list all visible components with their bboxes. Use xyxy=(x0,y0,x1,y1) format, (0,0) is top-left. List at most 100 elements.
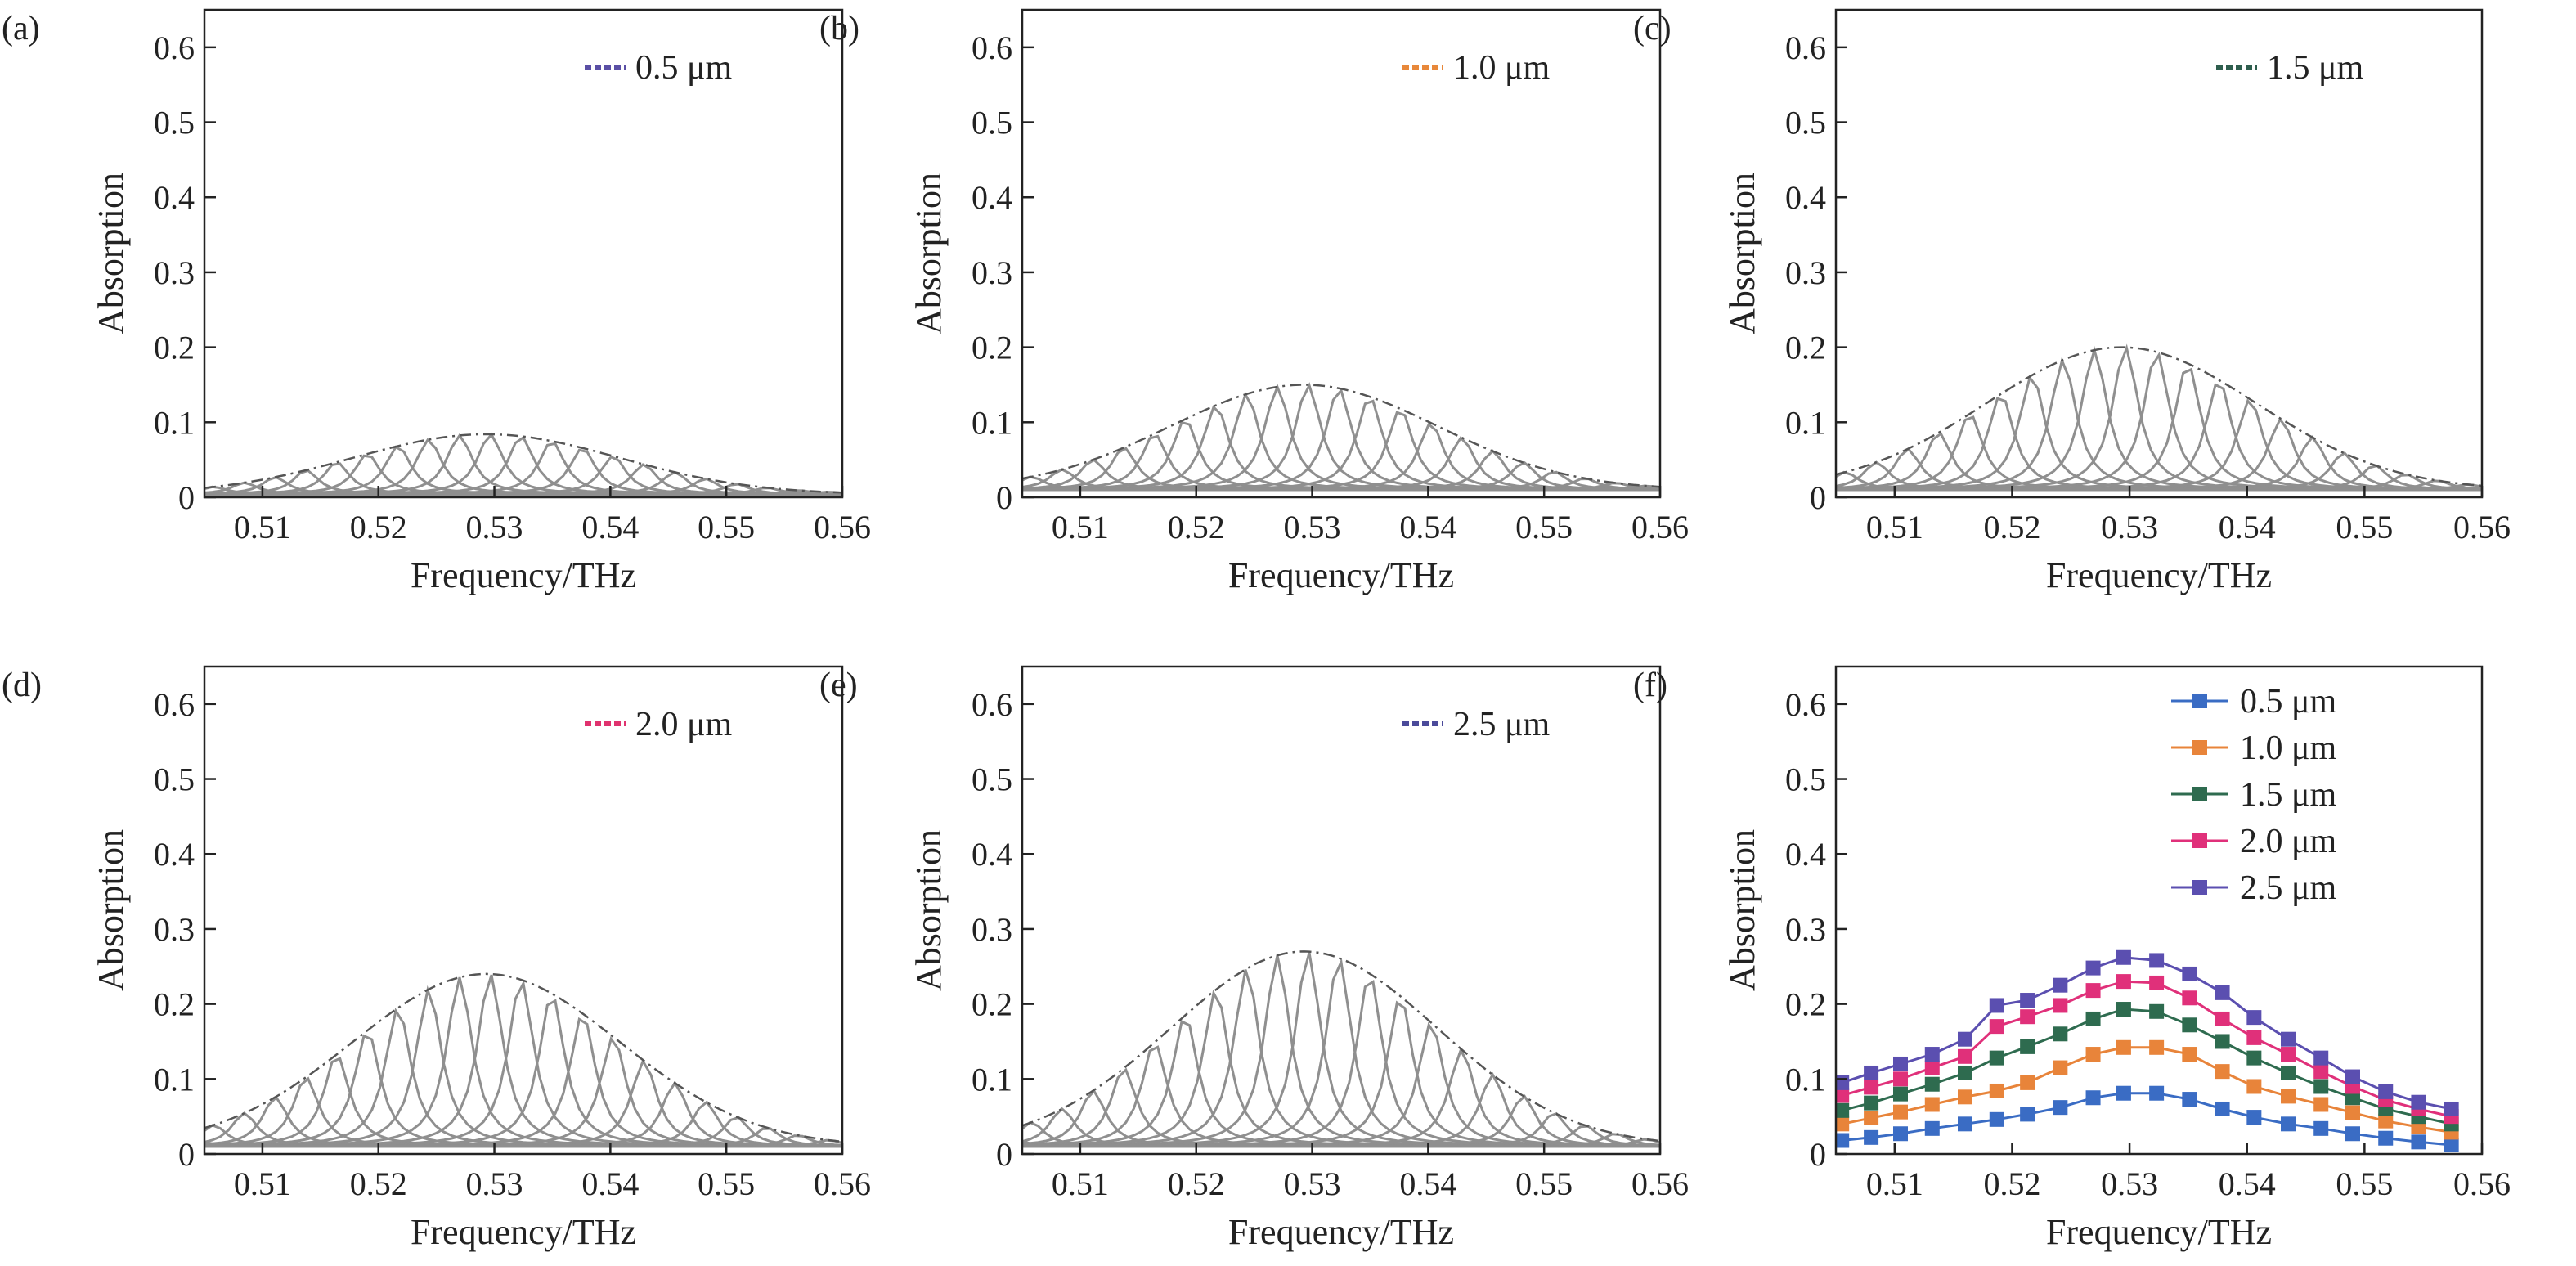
data-point xyxy=(1924,1097,1940,1112)
y-tick-label: 0.4 xyxy=(1785,179,1826,216)
y-tick-label: 0.1 xyxy=(154,404,195,441)
y-axis-label: Absorption xyxy=(909,829,949,991)
panel-a: 0.51 0.52 0.53 0.54 0.55 0.56 0 0.1 0.2 0.3 0.4 0.5… xyxy=(2,8,871,595)
panel-tag: (a) xyxy=(2,10,40,47)
y-tick-label: 0.4 xyxy=(1785,836,1826,873)
x-tick-label: 0.52 xyxy=(1983,1165,2040,1202)
resonance-curve xyxy=(1836,415,2482,492)
x-tick-label: 0.55 xyxy=(698,509,755,545)
y-tick-label: 0.5 xyxy=(1785,105,1826,141)
resonance-curve xyxy=(1022,420,1660,492)
x-axis-label: Frequency/THz xyxy=(2046,555,2272,595)
data-point xyxy=(1958,1116,1972,1132)
data-point xyxy=(2246,1079,2262,1094)
legend-marker xyxy=(2192,880,2207,895)
data-point xyxy=(1836,1116,1850,1132)
data-point xyxy=(2345,1090,2360,1106)
y-tick-label: 0 xyxy=(996,479,1012,516)
data-point xyxy=(1958,1031,1972,1047)
y-tick-label: 0.2 xyxy=(972,986,1012,1023)
x-tick-label: 0.54 xyxy=(581,1165,639,1202)
data-point xyxy=(2053,1100,2068,1116)
data-point xyxy=(2182,990,2197,1006)
data-point xyxy=(2149,1039,2165,1055)
resonance-curve xyxy=(1022,484,1660,492)
panel-b: 0.51 0.52 0.53 0.54 0.55 0.56 0 0.1 0.2 0.3 0.4 0.5… xyxy=(819,8,1689,595)
plot-area xyxy=(1836,950,2459,1152)
data-point xyxy=(2182,1017,2197,1033)
data-point xyxy=(2444,1101,2459,1116)
x-tick-label: 0.52 xyxy=(350,509,407,545)
plot-area xyxy=(204,972,842,1148)
data-point xyxy=(1924,1047,1940,1062)
legend-marker xyxy=(2192,833,2207,848)
envelope-curve xyxy=(204,972,842,1143)
y-tick-label: 0.5 xyxy=(154,105,195,141)
legend-label: 1.0 μm xyxy=(2240,730,2337,767)
panel-tag: (e) xyxy=(819,667,858,704)
y-tick-label: 0.3 xyxy=(972,911,1012,948)
data-point xyxy=(2281,1116,2296,1132)
legend-label: 2.0 μm xyxy=(635,706,733,743)
y-tick-label: 0.2 xyxy=(972,330,1012,366)
y-tick-label: 0.6 xyxy=(972,686,1012,723)
x-tick-label: 0.56 xyxy=(814,1165,871,1202)
plot-area xyxy=(1022,382,1660,492)
data-point xyxy=(2246,1030,2262,1045)
data-point xyxy=(1864,1110,1879,1125)
x-tick-label: 0.56 xyxy=(2453,509,2511,545)
y-tick-label: 0.3 xyxy=(1785,911,1826,948)
data-point xyxy=(2345,1069,2360,1084)
y-tick-label: 0 xyxy=(1810,479,1826,516)
y-tick-label: 0.5 xyxy=(154,761,195,798)
x-tick-label: 0.53 xyxy=(466,509,523,545)
data-point xyxy=(2085,1047,2101,1062)
series-1 xyxy=(1836,1039,2459,1140)
y-tick-label: 0.1 xyxy=(1785,1061,1826,1098)
resonance-curve xyxy=(204,1035,842,1148)
data-point xyxy=(1989,1111,2004,1127)
data-point xyxy=(2281,1031,2296,1047)
data-point xyxy=(2215,1064,2230,1080)
data-point xyxy=(2020,1107,2035,1122)
y-tick-label: 0.2 xyxy=(154,986,195,1023)
y-tick-label: 0.6 xyxy=(154,29,195,66)
plot-area xyxy=(1022,950,1660,1148)
data-point xyxy=(2215,1101,2230,1116)
y-tick-label: 0.4 xyxy=(972,836,1012,873)
y-tick-label: 0.6 xyxy=(1785,686,1826,723)
data-point xyxy=(1958,1048,1972,1064)
x-tick-label: 0.51 xyxy=(1052,509,1109,545)
data-point xyxy=(2246,1010,2262,1026)
data-point xyxy=(1893,1071,1908,1087)
data-point xyxy=(1989,1050,2004,1066)
data-point xyxy=(2053,977,2068,993)
resonance-curve xyxy=(204,979,842,1147)
data-point xyxy=(2345,1126,2360,1142)
y-tick-label: 0.2 xyxy=(1785,330,1826,366)
y-axis-label: Absorption xyxy=(1722,829,1762,991)
legend-label: 1.0 μm xyxy=(1453,49,1551,87)
data-point xyxy=(2085,960,2101,976)
x-axis-label: Frequency/THz xyxy=(411,1212,636,1252)
legend-label: 0.5 μm xyxy=(2240,683,2337,721)
x-tick-label: 0.56 xyxy=(2453,1165,2511,1202)
resonance-curve xyxy=(1022,434,1660,492)
resonance-curve xyxy=(1022,1019,1660,1148)
x-tick-label: 0.55 xyxy=(1515,509,1573,545)
data-point xyxy=(2281,1047,2296,1062)
data-point xyxy=(2116,974,2131,990)
data-point xyxy=(2020,1039,2035,1054)
resonance-curve xyxy=(1836,352,2482,491)
envelope-curve xyxy=(1022,950,1660,1143)
x-tick-label: 0.53 xyxy=(1284,509,1341,545)
y-tick-label: 0 xyxy=(178,1136,195,1173)
panel-d: 0.51 0.52 0.53 0.54 0.55 0.56 0 0.1 0.2 0.3 0.4 0.5… xyxy=(2,665,871,1252)
resonance-curve xyxy=(204,1034,842,1148)
data-point xyxy=(2085,1011,2101,1026)
x-axis-label: Frequency/THz xyxy=(1228,555,1454,595)
legend-label: 1.5 μm xyxy=(2240,776,2337,814)
x-tick-label: 0.55 xyxy=(1515,1165,1573,1202)
x-tick-label: 0.51 xyxy=(234,1165,291,1202)
x-tick-label: 0.54 xyxy=(2219,1165,2276,1202)
